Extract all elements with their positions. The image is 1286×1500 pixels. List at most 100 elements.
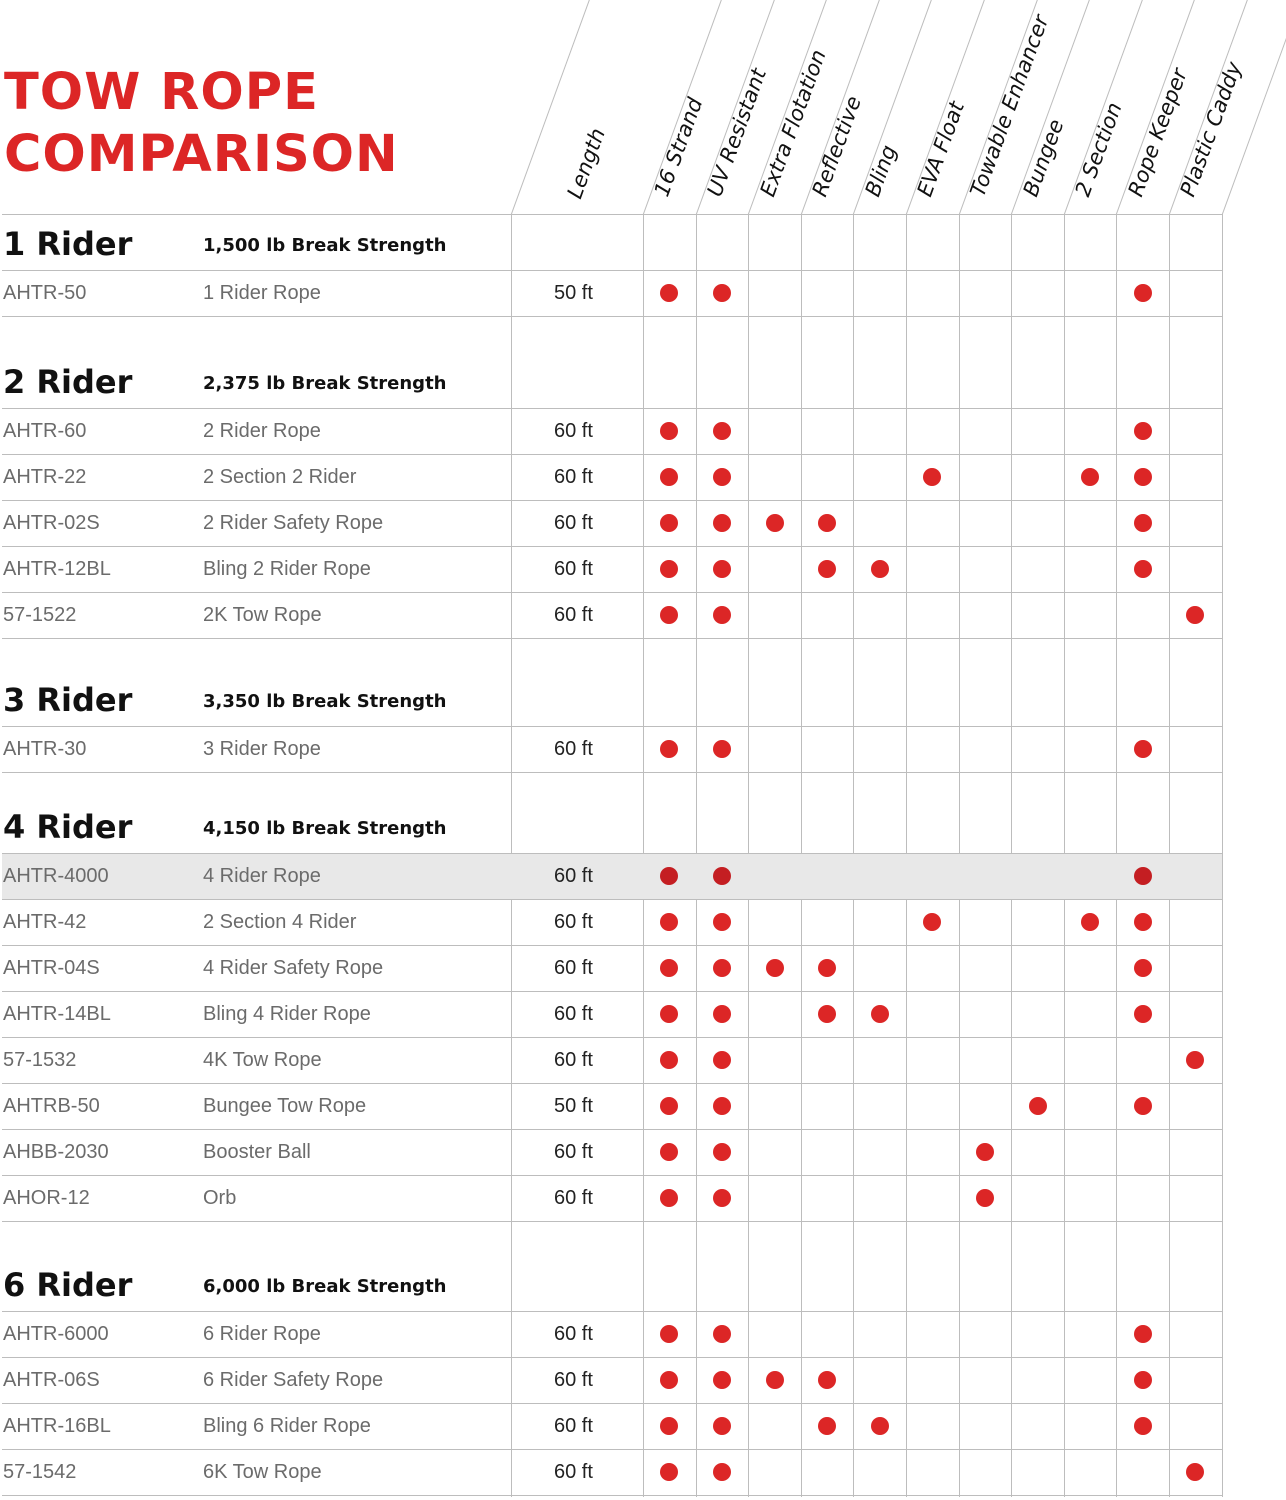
product-name: Bling 6 Rider Rope [203,1415,371,1437]
product-length: 60 ft [554,1003,593,1025]
feature-dot [712,959,731,977]
product-length: 60 ft [554,1141,593,1163]
column-header-feature: Bling [860,141,901,200]
product-name: 2 Section 4 Rider [203,911,357,933]
column-header-feature: EVA Float [912,98,970,200]
product-sku: AHTR-06S [3,1369,100,1391]
feature-dot [712,1371,731,1389]
product-length: 60 ft [554,1415,593,1437]
feature-dot [712,1051,731,1069]
product-name: 4 Rider Safety Rope [203,957,384,979]
feature-dot [660,560,679,578]
feature-dot [1133,422,1152,440]
product-name: 6K Tow Rope [203,1461,322,1483]
column-header-feature: 2 Section [1070,99,1127,200]
product-name: 2 Rider Safety Rope [203,512,384,534]
product-name: 1 Rider Rope [203,282,321,304]
feature-dot [1081,468,1100,486]
product-name: Bungee Tow Rope [203,1095,367,1117]
feature-dot [712,740,731,758]
row-rule [2,454,1222,455]
product-length: 60 ft [554,865,593,887]
row-rule [2,592,1222,593]
product-sku: 57-1542 [3,1461,77,1483]
product-name: 6 Rider Rope [203,1323,321,1345]
row-rule [2,1495,1222,1496]
product-name: 2K Tow Rope [203,604,322,626]
feature-dot [712,468,731,486]
row-rule [2,546,1222,547]
feature-dot [1133,1005,1152,1023]
product-length: 60 ft [554,1323,593,1345]
product-length: 60 ft [554,1049,593,1071]
feature-dot [1186,606,1205,624]
group-header-rule [2,726,1222,727]
product-sku: AHTR-6000 [3,1323,109,1345]
row-rule [2,899,1222,900]
product-sku: AHTR-50 [3,282,87,304]
product-sku: AHTR-02S [3,512,100,534]
feature-dot [870,560,889,578]
feature-dot [1133,514,1152,532]
feature-dot [660,514,679,532]
row-rule [2,1129,1222,1130]
group-header-rule [2,1311,1222,1312]
row-rule [2,1221,1222,1222]
row-rule [2,1449,1222,1450]
product-sku: AHOR-12 [3,1187,90,1209]
table-top-rule [2,214,1222,215]
feature-dot [1133,1417,1152,1435]
feature-dot [712,514,731,532]
feature-dot [923,913,942,931]
feature-dot [712,560,731,578]
feature-dot [660,284,679,302]
feature-dot [660,740,679,758]
column-header-feature: Bungee [1018,116,1068,200]
group-break-strength: 3,350 lb Break Strength [203,691,447,712]
group-break-strength: 1,500 lb Break Strength [203,235,447,256]
product-name: 2 Section 2 Rider [203,466,357,488]
feature-dot [660,867,679,885]
feature-dot [818,1371,837,1389]
product-length: 60 ft [554,512,593,534]
feature-dot [818,1417,837,1435]
product-name: 2 Rider Rope [203,420,321,442]
feature-dot [923,468,942,486]
group-header-rule [2,853,1222,854]
product-sku: AHTR-42 [3,911,87,933]
feature-dot [975,1189,994,1207]
product-sku: AHTR-22 [3,466,87,488]
row-rule [2,945,1222,946]
feature-dot [712,1005,731,1023]
feature-dot [712,913,731,931]
feature-dot [1133,867,1152,885]
feature-dot [818,560,837,578]
feature-dot [660,1371,679,1389]
feature-dot [818,1005,837,1023]
feature-dot [870,1005,889,1023]
product-length: 60 ft [554,738,593,760]
product-name: Booster Ball [203,1141,311,1163]
feature-dot [1028,1097,1047,1115]
feature-dot [712,422,731,440]
feature-dot [712,867,731,885]
product-sku: AHTR-30 [3,738,87,760]
product-name: 3 Rider Rope [203,738,321,760]
row-rule [2,638,1222,639]
group-header-rule [2,408,1222,409]
product-name: 6 Rider Safety Rope [203,1369,384,1391]
feature-dot [712,284,731,302]
feature-dot [660,468,679,486]
row-rule [2,316,1222,317]
product-length: 60 ft [554,466,593,488]
column-divider [1222,214,1223,1497]
feature-dot [1133,1325,1152,1343]
row-rule [2,991,1222,992]
column-header-feature: Reflective [807,92,867,200]
feature-dot [660,1005,679,1023]
product-length: 60 ft [554,1461,593,1483]
product-sku: AHTR-14BL [3,1003,111,1025]
feature-dot [975,1143,994,1161]
feature-dot [660,1051,679,1069]
